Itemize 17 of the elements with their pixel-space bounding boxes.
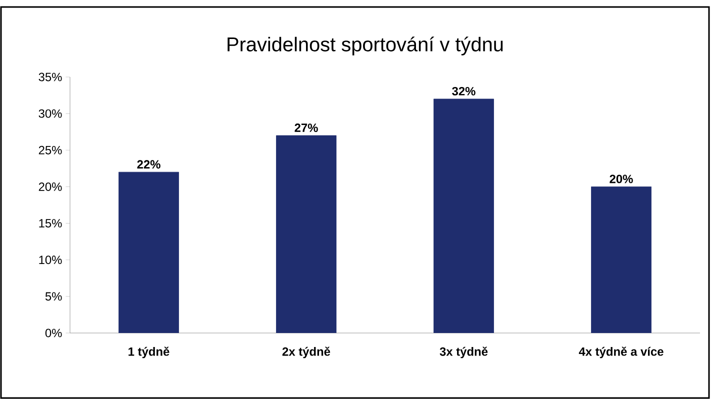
- x-tick-label: 3x týdně: [440, 346, 488, 358]
- y-tick-label: 10%: [39, 256, 62, 264]
- y-tick-label: 20%: [38, 182, 62, 191]
- chart-title: Pravidelnost sportování v týdnu: [228, 36, 503, 56]
- x-tick-label: 4x týdně a více: [578, 346, 664, 358]
- data-label: 27%: [294, 124, 318, 132]
- y-tick-label: 25%: [38, 146, 62, 154]
- x-tick-label: 1 týdně: [128, 346, 170, 358]
- data-label: 22%: [137, 160, 160, 169]
- x-tick-label: 2x týdně: [282, 346, 330, 358]
- y-tick-label: 30%: [38, 109, 62, 118]
- y-tick-label: 15%: [39, 219, 62, 228]
- y-tick-label: 0%: [45, 328, 62, 338]
- y-tick-label: 35%: [38, 72, 62, 82]
- y-tick-label: 5%: [45, 292, 62, 301]
- data-label: 32%: [452, 86, 476, 96]
- data-label: 20%: [610, 174, 633, 184]
